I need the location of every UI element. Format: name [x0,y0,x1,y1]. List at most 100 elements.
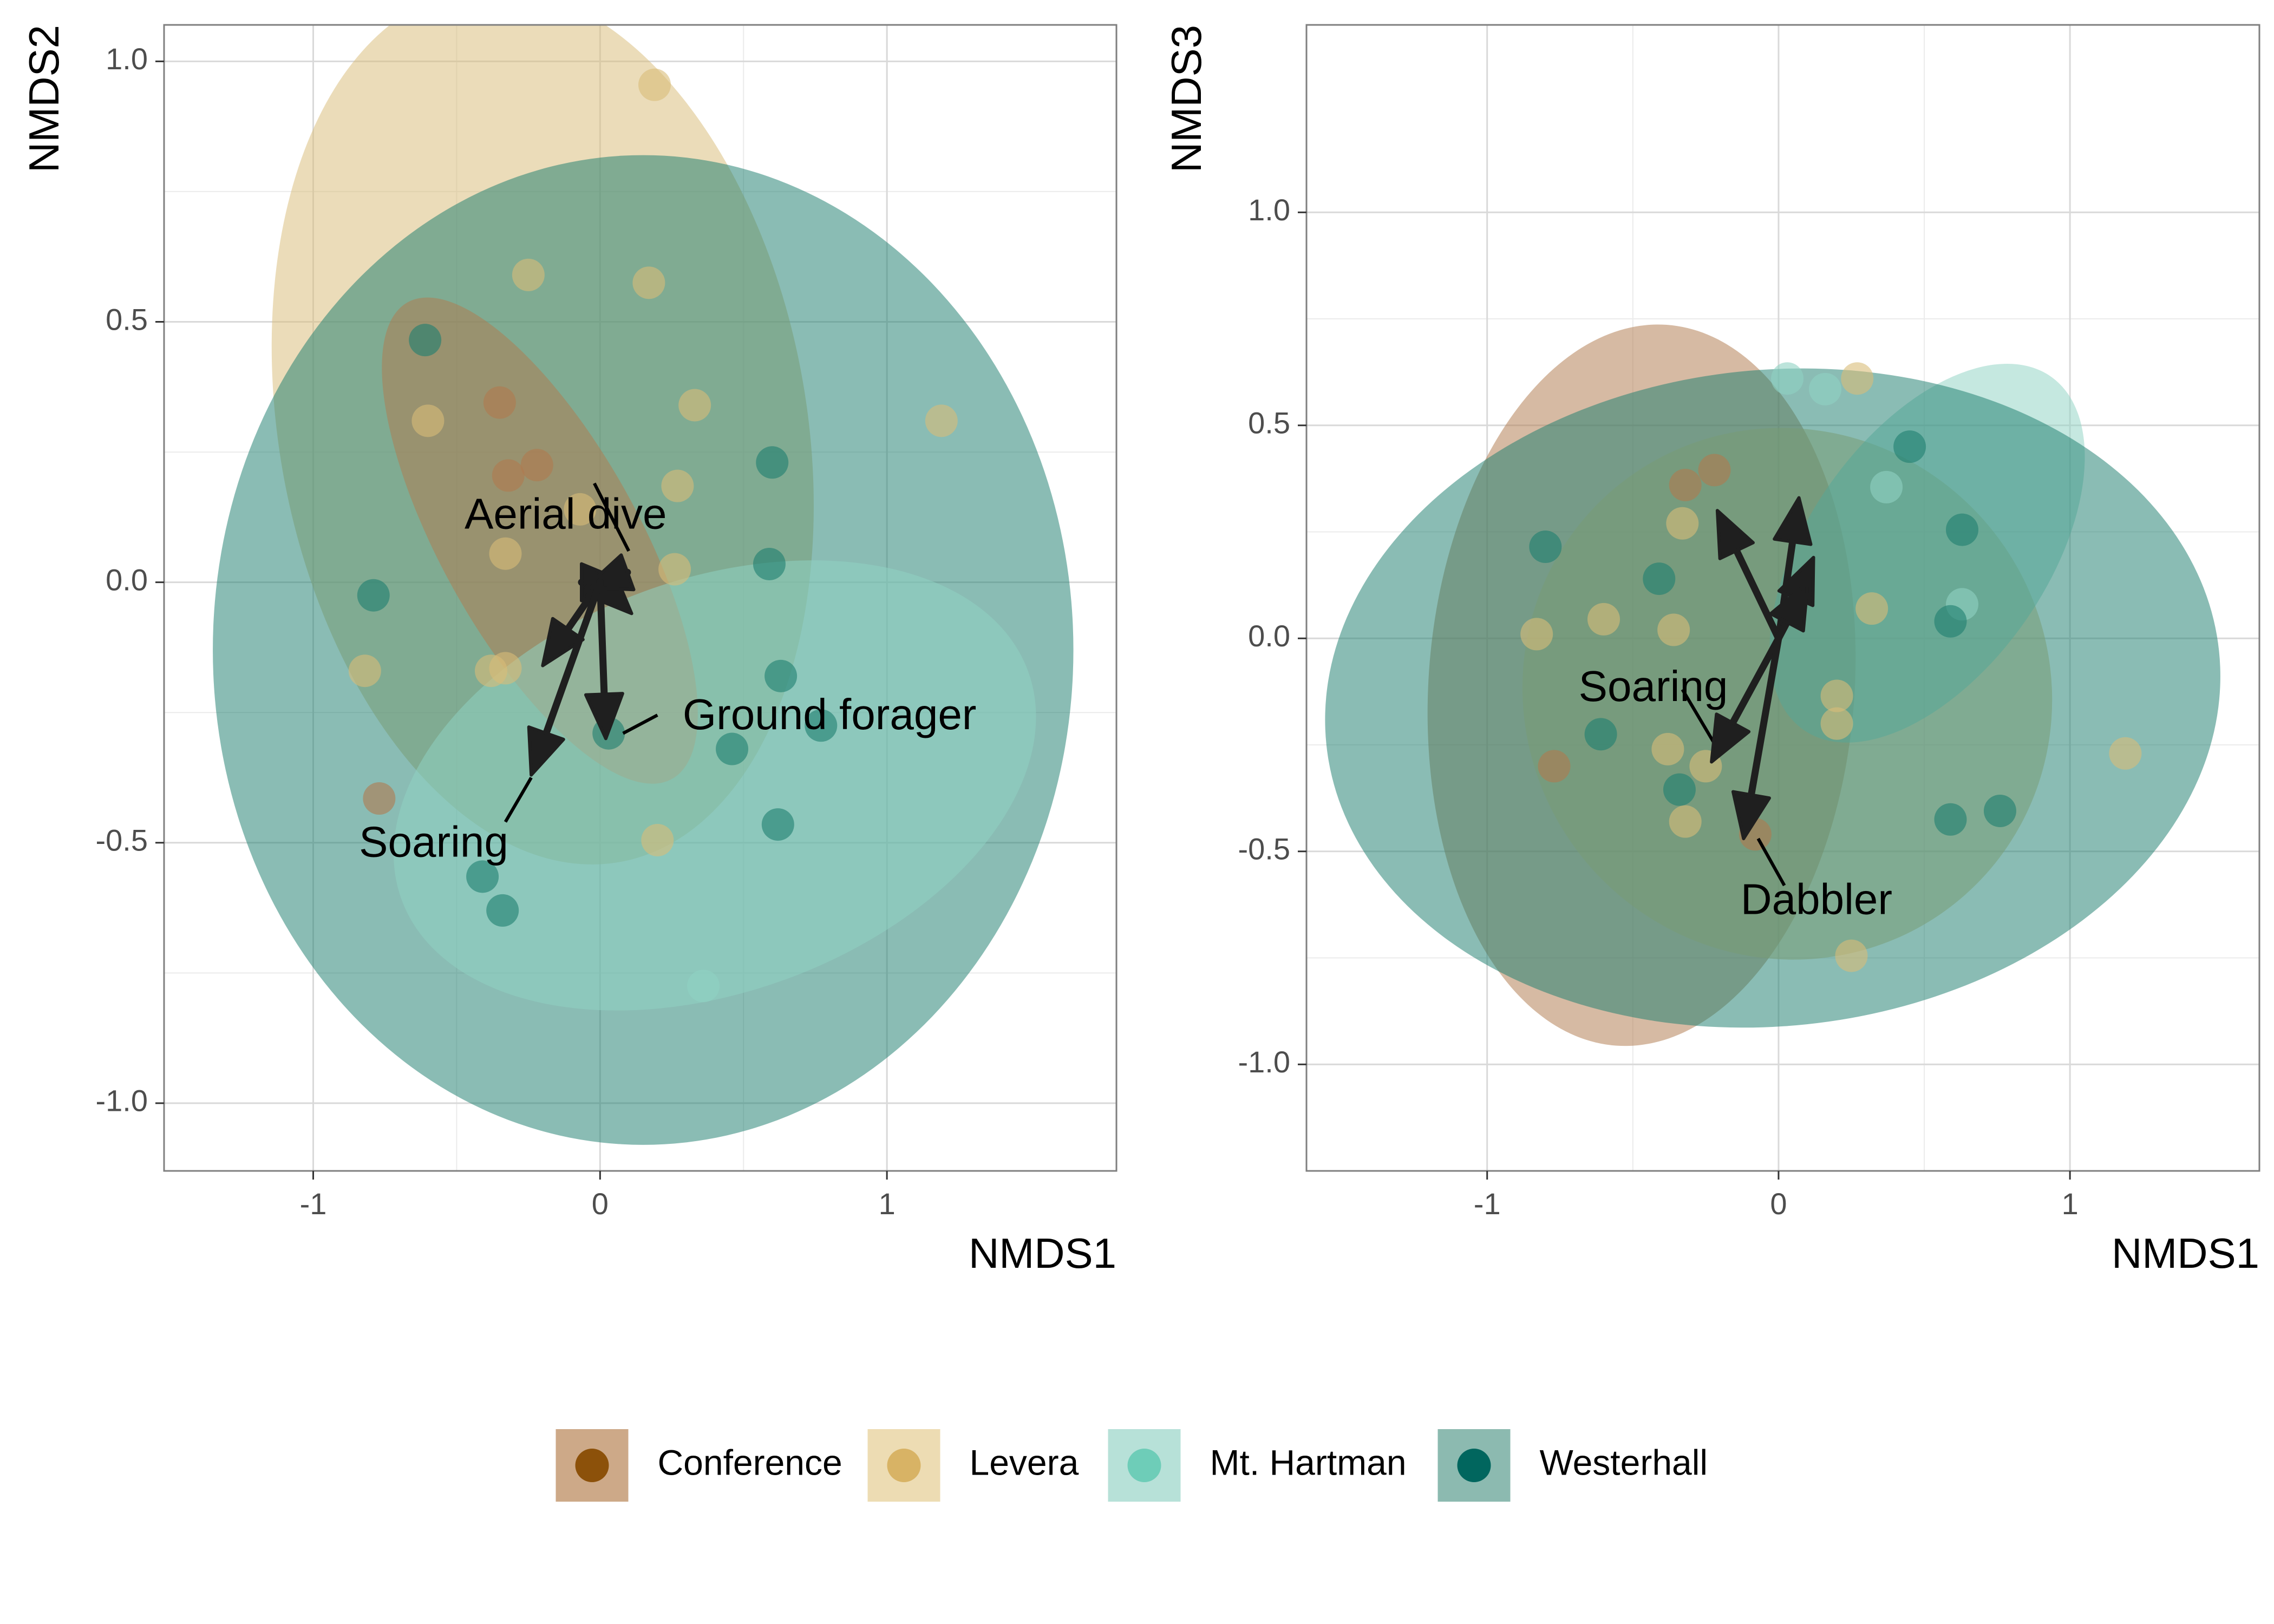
data-point-westerhall [466,860,499,893]
ellipse-mt-hartman [394,560,1036,1011]
data-point-levera [411,404,445,437]
annotation-leader-line [1756,837,1786,887]
legend-label: Westerhall [1540,1442,1708,1482]
data-point-levera [925,404,958,437]
data-point-westerhall [761,808,794,841]
data-point-westerhall [486,894,519,927]
data-point-westerhall [756,446,789,479]
y-tick-label: 1.0 [1248,193,1290,227]
legend-key-dot [1127,1449,1161,1482]
legend-label: Conference [658,1442,842,1482]
y-tick-label: -1.0 [1238,1045,1291,1079]
data-point-westerhall [357,579,390,612]
data-point-levera [1520,618,1553,651]
vector-arrow-ground-forager [584,579,624,741]
legend-key-dot [887,1449,921,1482]
data-point-levera [1841,362,1874,395]
y-tick-label: 0.5 [106,302,148,336]
y-tick-label: -1.0 [96,1084,148,1118]
x-tick-label: 0 [1770,1187,1787,1221]
data-point-westerhall [1934,605,1967,638]
data-point-levera [638,68,671,101]
data-point-levera [658,553,691,586]
data-point-mt-hartman [1809,372,1842,405]
vector-label-soaring: Soaring [359,818,508,866]
y-axis-title: NMDS3 [1162,25,1210,173]
vector-arrow [1715,509,1782,642]
annotation-leader-line [622,713,658,735]
data-point-westerhall [753,547,786,580]
data-point-levera [1587,603,1620,636]
data-point-westerhall [1663,773,1696,806]
legend-item-mt-hartman: Mt. Hartman [1108,1429,1407,1502]
ellipse-westerhall [1325,368,2220,1028]
data-point-conference [492,459,525,492]
data-point-conference [483,386,516,419]
data-point-mt-hartman [1870,470,1903,503]
data-point-conference [1669,468,1702,501]
data-point-levera [1820,707,1853,740]
vector-arrow-soaring [527,579,604,777]
vector-label-soaring: Soaring [1579,662,1728,710]
x-tick-label: 1 [2062,1187,2079,1221]
legend-item-levera: Levera [867,1429,1079,1502]
x-tick-label: -1 [1474,1187,1501,1221]
data-point-levera [564,493,597,526]
data-point-westerhall [1529,531,1562,564]
data-point-westerhall [1584,718,1617,751]
data-point-westerhall [1983,794,2016,827]
data-point-westerhall [409,324,442,357]
x-tick-label: -1 [300,1187,327,1221]
legend-item-conference: Conference [556,1429,842,1502]
legend: Conference Levera Mt. Hartman Westerhall [556,1429,1708,1502]
y-tick-label: 0.5 [1248,406,1290,440]
data-point-levera [489,652,522,685]
data-point-westerhall [805,709,838,742]
vector-arrow-soaring [1710,634,1782,764]
annotation-leader-line [593,482,630,552]
data-point-levera [489,537,522,570]
data-point-westerhall [716,732,749,765]
data-point-conference [1538,750,1571,783]
y-tick-label: -0.5 [1238,832,1291,866]
data-point-levera [1855,592,1889,625]
data-point-levera [678,389,711,422]
data-point-levera [1651,732,1684,765]
data-point-levera [2109,737,2142,770]
panel-border [1305,24,2260,1172]
data-point-levera [348,654,381,687]
data-point-levera [1657,613,1690,646]
y-tick-label: 0.0 [106,562,148,597]
y-tick-label: 0.0 [1248,619,1290,653]
y-tick-label: 1.0 [106,42,148,76]
data-point-levera [632,266,665,299]
data-point-levera [1820,679,1853,712]
data-point-conference [363,782,396,815]
legend-key-dot [1457,1449,1491,1482]
panel-border [163,24,1118,1172]
y-axis-title: NMDS2 [20,25,68,173]
x-axis-title: NMDS1 [969,1229,1116,1277]
legend-label: Mt. Hartman [1210,1442,1407,1482]
data-point-levera [1835,939,1868,972]
data-point-levera [1666,507,1699,540]
data-point-levera [661,469,694,502]
data-point-westerhall [1643,562,1676,595]
vector-label-dabbler: Dabbler [1741,875,1892,923]
x-tick-label: 0 [592,1187,609,1221]
y-tick-label: -0.5 [96,823,148,857]
data-point-levera [641,823,674,856]
plot-panel-nmds1-nmds3: Soaring Dabbler -1 0 1 1.0 0.5 0.0 -0.5 -1.0 NMD… [1162,24,2260,1277]
legend-item-westerhall: Westerhall [1437,1429,1708,1502]
vector-label-ground-forager: Ground forager [683,690,977,738]
data-point-mt-hartman [687,970,720,1003]
legend-label: Levera [970,1442,1079,1482]
data-point-levera [1669,805,1702,838]
x-tick-label: 1 [879,1187,896,1221]
data-point-conference [520,449,553,482]
data-point-westerhall [1934,803,1967,836]
data-point-mt-hartman [1771,362,1804,395]
vector-label-aerial-dive: Aerial dive [465,489,667,538]
x-axis-title: NMDS1 [2112,1229,2259,1277]
data-point-westerhall [764,659,798,692]
